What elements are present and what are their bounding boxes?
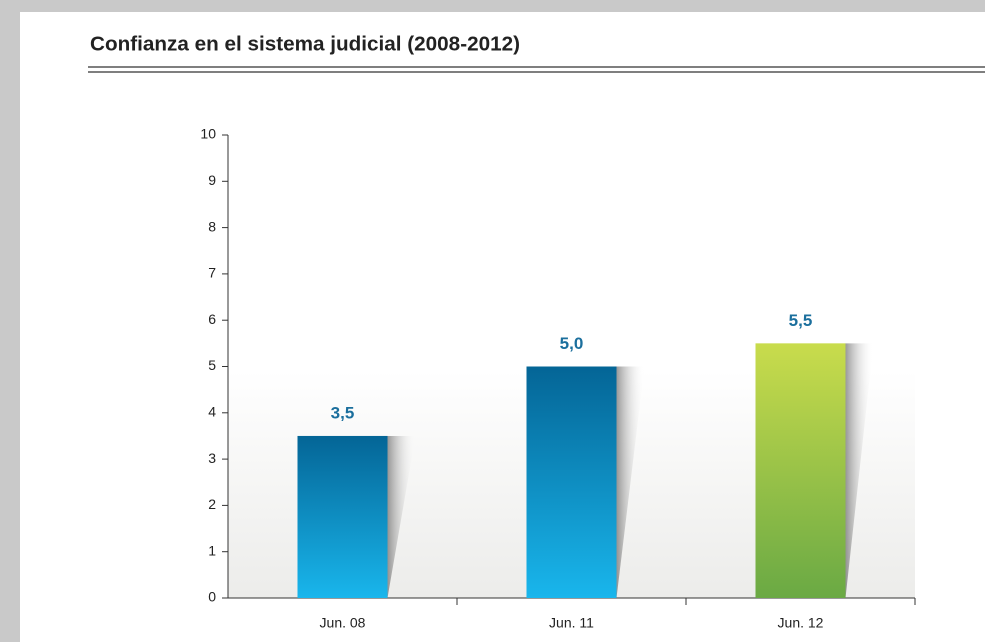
y-tick-label: 4 (208, 404, 216, 420)
x-tick-label: Jun. 08 (320, 615, 366, 631)
bar-shadow (616, 366, 645, 598)
bar-shadow (387, 435, 416, 598)
value-label: 3,5 (331, 403, 355, 422)
y-tick-label: 10 (200, 126, 216, 142)
y-tick-label: 5 (208, 357, 216, 373)
x-tick-label: Jun. 11 (549, 615, 594, 631)
y-tick-label: 2 (208, 496, 216, 512)
value-label: 5,5 (789, 311, 813, 330)
y-tick-label: 0 (208, 589, 216, 605)
value-label: 5,0 (560, 334, 584, 353)
bar-shadow (845, 343, 874, 598)
x-tick-label: Jun. 12 (778, 615, 824, 631)
frame-left (0, 0, 20, 642)
y-tick-label: 6 (208, 311, 216, 327)
y-tick-label: 3 (208, 450, 216, 466)
y-tick-label: 8 (208, 218, 216, 234)
bar (755, 343, 846, 598)
bar (526, 366, 617, 598)
y-tick-label: 7 (208, 265, 216, 281)
bar (297, 435, 388, 598)
frame-top (0, 0, 985, 12)
y-tick-label: 1 (208, 542, 216, 558)
y-tick-label: 9 (208, 172, 216, 188)
chart-title: Confianza en el sistema judicial (2008-2… (90, 33, 520, 55)
